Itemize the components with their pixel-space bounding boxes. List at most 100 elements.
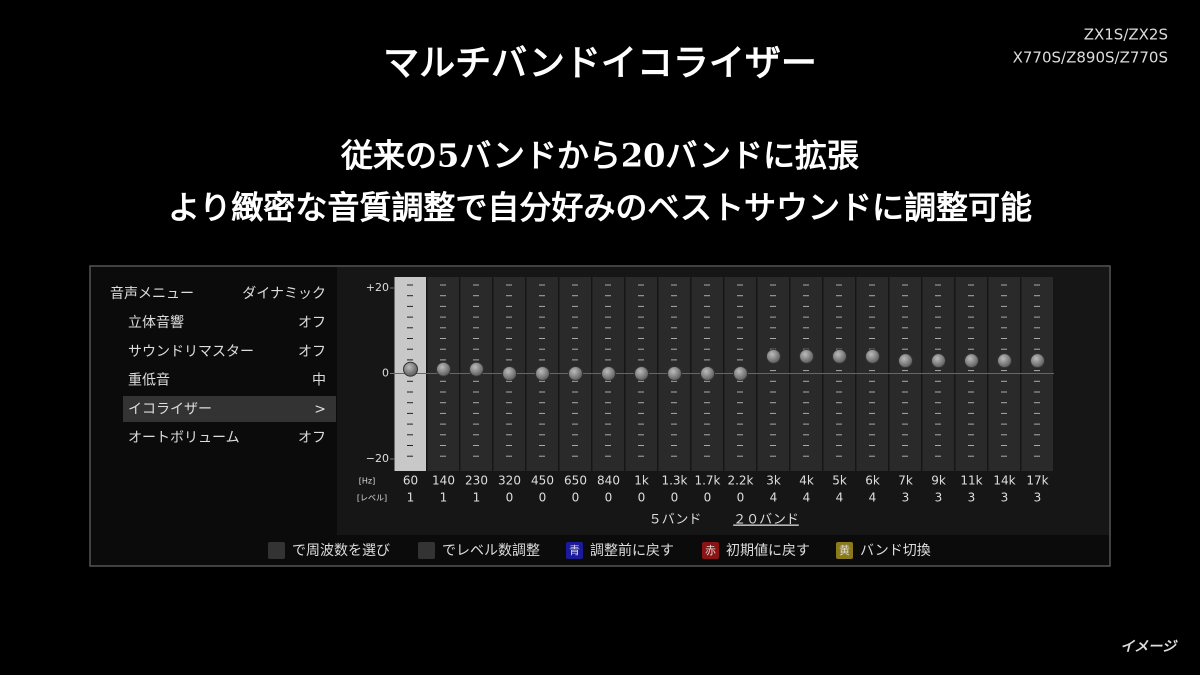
frequency-label: 14k [993,474,1015,488]
key-icon [566,542,583,559]
frequency-label: 5k [832,474,847,488]
key-icon [702,542,719,559]
menu-item-value: オフ [298,315,326,331]
level-label: 1 [473,491,481,505]
menu-item-value: 中 [312,373,326,389]
frequency-label: 450 [531,474,554,488]
level-label: 3 [968,491,976,505]
eq-knob [700,366,715,381]
key-label: 赤 [705,544,716,557]
footer-hint: バンド切換 [860,543,931,559]
y-tick-label: +20 [366,281,389,294]
frequency-label: 17k [1026,474,1048,488]
eq-knob [865,348,880,364]
title: マルチバンドイコライザー [383,42,817,84]
level-label: 4 [836,491,844,505]
level-label: 0 [572,491,580,505]
frequency-label: 11k [960,474,982,488]
frequency-label: 3k [766,474,781,488]
menu-title: 音声メニュー [110,285,194,302]
key-label: 黄 [839,543,850,557]
model: ZX1S/ZX2S [1084,26,1168,44]
level-label: 3 [1034,491,1042,505]
note: イメージ [1120,639,1178,655]
level-row-label: [レベル] [357,494,387,503]
menu-item: イコライザー [128,401,212,417]
level-label: 0 [638,491,646,505]
level-label: 0 [671,491,679,505]
frequency-label: 6k [865,474,880,488]
frequency-label: 650 [564,474,587,488]
frequency-label: 230 [465,474,488,488]
frequency-label: 840 [597,474,620,488]
eq-knob [469,361,484,377]
menu-item: サウンドリマスター [128,344,254,360]
key-icon [836,542,853,559]
band-mode[interactable]: ２０バンド [733,513,799,528]
key-icon [268,542,285,559]
eq-knob [733,366,748,381]
x-axis-label: [Hz] [359,477,375,486]
eq-knob [997,353,1012,369]
eq-knob [898,353,913,369]
eq-knob [799,348,814,364]
frequency-label: 7k [898,474,913,488]
level-label: 4 [770,491,778,505]
eq-knob [568,366,583,381]
eq-knob [832,348,847,364]
level-label: 4 [803,491,811,505]
level-label: 0 [737,491,745,505]
level-label: 4 [869,491,877,505]
menu-value: ダイナミック [242,286,326,302]
eq-knob [931,353,946,369]
eq-knob [403,361,418,377]
menu-item: 重低音 [128,372,170,389]
level-label: 1 [440,491,448,505]
eq-knob [436,361,451,377]
menu-item: オートボリューム [128,430,240,446]
eq-knob [502,366,517,381]
level-label: 0 [506,491,514,505]
frequency-label: 1.7k [694,474,720,488]
level-label: 1 [407,491,415,505]
frequency-label: 1.3k [661,474,687,488]
frequency-label: 1k [634,474,649,488]
frequency-label: 2.2k [727,474,753,488]
frequency-label: 60 [403,474,418,488]
y-tick-label: 0 [382,367,389,380]
level-label: 0 [539,491,547,505]
level-label: 0 [605,491,613,505]
level-label: 3 [1001,491,1009,505]
frequency-label: 320 [498,474,521,488]
band-mode[interactable]: ５バンド [649,513,702,528]
footer-hint: で周波数を選び [292,543,390,559]
footer-hint: 調整前に戻す [590,542,674,559]
frequency-label: 4k [799,474,814,488]
eq-knob [535,366,550,381]
menu-item: 立体音響 [128,314,184,331]
level-label: 0 [704,491,712,505]
level-label: 3 [935,491,943,505]
key-icon [418,542,435,559]
eq-knob [1030,353,1045,369]
headline: より緻密な音質調整で自分好みのベストサウンドに調整可能 [168,189,1032,227]
eq-knob [667,366,682,381]
footer-hint: でレベル数調整 [442,543,540,559]
menu-item-value: オフ [298,344,326,360]
eq-knob [964,353,979,369]
eq-knob [601,366,616,381]
y-tick-label: −20 [366,452,389,465]
model: X770S/Z890S/Z770S [1013,49,1168,67]
menu-item-value: オフ [298,430,326,446]
eq-knob [766,348,781,364]
level-label: 3 [902,491,910,505]
frequency-label: 140 [432,474,455,488]
headline: 従来の5バンドから20バンドに拡張 [340,137,859,175]
eq-knob [634,366,649,381]
menu-item-value: > [314,401,326,417]
key-label: 青 [569,544,580,557]
footer-hint: 初期値に戻す [726,542,810,559]
frequency-label: 9k [931,474,946,488]
menu-selection [123,396,336,422]
